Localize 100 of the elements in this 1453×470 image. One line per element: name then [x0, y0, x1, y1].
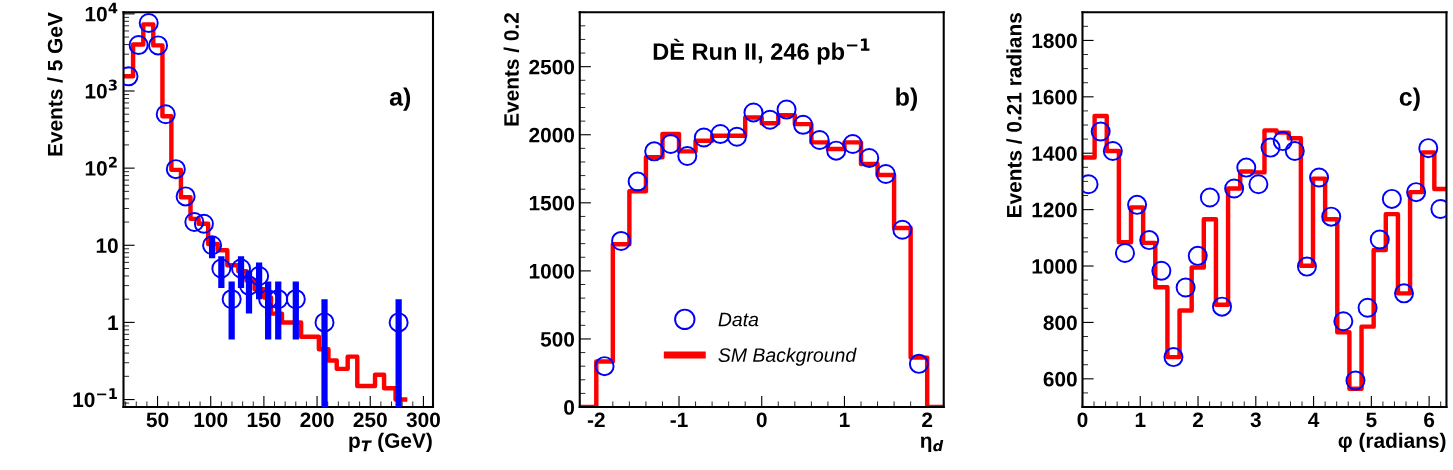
point	[314, 312, 335, 333]
point	[1139, 230, 1160, 251]
point	[809, 130, 830, 151]
point	[388, 312, 409, 333]
point	[627, 171, 648, 192]
y-tick-label: 1400	[1032, 146, 1077, 161]
x-tick-label: 200	[300, 412, 334, 428]
x-axis-title: η$_{d}$	[920, 436, 944, 453]
x-tick-label: 150	[247, 412, 281, 428]
point	[677, 145, 698, 166]
point	[1224, 178, 1245, 199]
x-tick-label: 6	[1424, 412, 1435, 428]
point	[1175, 277, 1196, 298]
point	[175, 186, 196, 207]
point	[908, 353, 929, 374]
point	[842, 134, 863, 154]
point	[1102, 140, 1123, 161]
point	[793, 114, 814, 135]
y-tick-label: 10$^{3}$	[85, 79, 117, 99]
x-tick-label: 2	[922, 412, 933, 427]
point	[1272, 131, 1293, 152]
y-tick-label: 10$^{4}$	[85, 2, 118, 22]
point	[743, 102, 764, 123]
point	[594, 356, 615, 377]
x-tick-label: 50	[146, 412, 169, 428]
x-tick-label: 4	[1308, 412, 1320, 427]
annotation: c)	[1399, 87, 1420, 111]
y-tick-label: 10$^{−1}$	[73, 388, 117, 408]
y-tick-label: 1000	[529, 263, 575, 279]
y-tick-label: 2000	[529, 127, 575, 143]
point	[1296, 256, 1317, 277]
point	[1345, 370, 1366, 391]
y-tick-label: 600	[1043, 371, 1077, 387]
point	[710, 124, 731, 145]
point	[760, 109, 780, 130]
y-tick-label: 0	[564, 400, 575, 415]
point	[1357, 297, 1378, 318]
x-tick-label: 300	[406, 412, 440, 428]
point	[1333, 311, 1354, 332]
point	[826, 140, 847, 161]
point	[1151, 260, 1172, 281]
y-tick-label: 1600	[1032, 89, 1077, 105]
x-tick-label: 250	[353, 412, 387, 428]
point	[1309, 167, 1330, 188]
y-tick-label: 10	[96, 238, 118, 254]
point	[1406, 182, 1427, 203]
y-tick-label: 1500	[529, 195, 575, 211]
point	[202, 235, 223, 256]
point	[211, 258, 232, 279]
point	[1248, 174, 1269, 195]
x-tick-label: 0	[756, 412, 767, 428]
x-tick-label: 2	[1192, 412, 1203, 427]
point	[892, 219, 913, 240]
x-tick-label: 1	[839, 412, 850, 427]
point	[1199, 187, 1220, 208]
x-tick-label: 100	[194, 412, 228, 428]
point	[660, 134, 681, 154]
point	[1114, 243, 1135, 264]
point	[693, 127, 714, 148]
point	[138, 13, 159, 34]
x-tick-label: -1	[670, 412, 688, 427]
point	[644, 141, 665, 162]
point	[859, 148, 880, 169]
x-tick-label: 0	[1077, 412, 1088, 428]
point	[1090, 121, 1111, 142]
point	[1163, 347, 1184, 368]
point	[611, 230, 632, 251]
point	[1418, 138, 1439, 159]
legend-label: SM Background	[718, 347, 857, 366]
annotation: b)	[896, 87, 917, 111]
y-tick-label: 1	[108, 315, 119, 330]
point	[285, 289, 306, 310]
x-axis-title: φ (radians)	[1338, 432, 1446, 453]
point	[165, 159, 186, 180]
point	[231, 258, 252, 279]
y-tick-label: 1200	[1032, 202, 1077, 218]
point	[1212, 296, 1233, 317]
point	[726, 126, 747, 147]
text: DÈ Run II, 246 pb$^{−1}$	[653, 38, 870, 65]
point	[155, 104, 176, 125]
point	[193, 213, 214, 234]
y-axis-title: Events / 0.21 radians	[1006, 13, 1022, 217]
point	[184, 212, 205, 233]
point	[1369, 229, 1390, 250]
y-tick-label: 2500	[529, 59, 575, 75]
point	[148, 35, 169, 56]
y-tick-label: 500	[540, 331, 575, 347]
point	[1381, 188, 1402, 209]
point	[1284, 140, 1305, 161]
y-axis-title: Events / 5 GeV	[47, 12, 63, 156]
x-axis-title: p$_{T}$ (GeV)	[349, 432, 432, 453]
x-tick-label: 5	[1366, 412, 1377, 428]
y-axis-title: Events / 0.2	[503, 13, 520, 126]
point	[128, 35, 149, 56]
point	[1187, 245, 1208, 266]
point	[1236, 157, 1257, 178]
annotation: a)	[389, 87, 411, 111]
y-tick-label: 10$^{2}$	[85, 156, 117, 176]
x-tick-label: -2	[587, 412, 605, 427]
point	[1127, 194, 1148, 215]
